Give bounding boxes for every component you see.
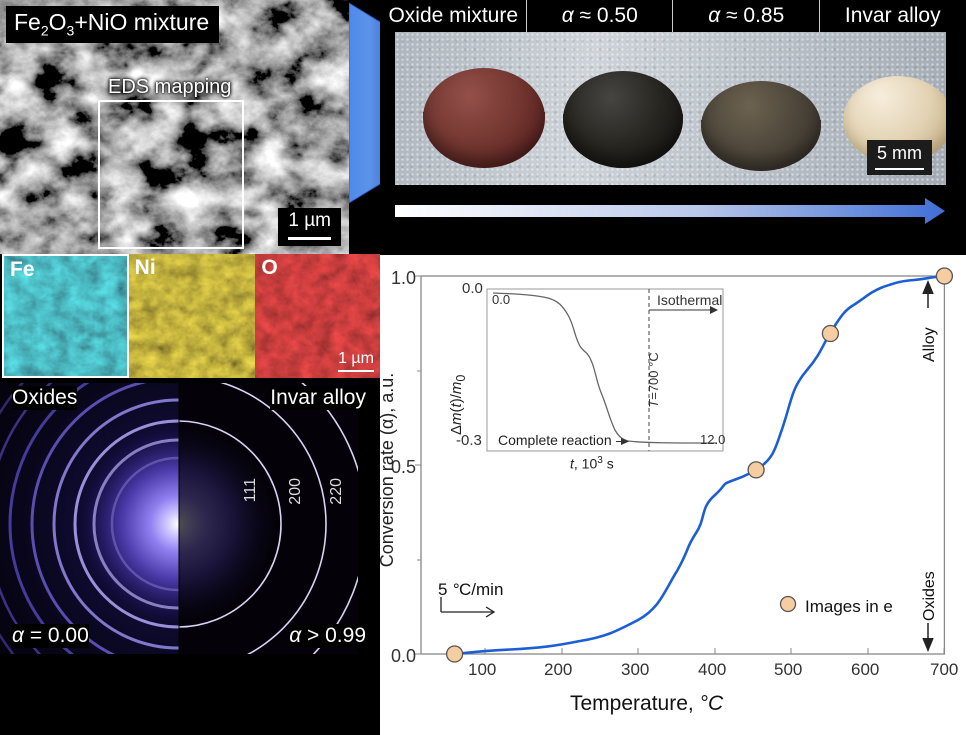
svg-text:Conversion rate (α), a.u.: Conversion rate (α), a.u.	[380, 373, 397, 567]
svg-text:T=700 °C: T=700 °C	[646, 352, 661, 407]
